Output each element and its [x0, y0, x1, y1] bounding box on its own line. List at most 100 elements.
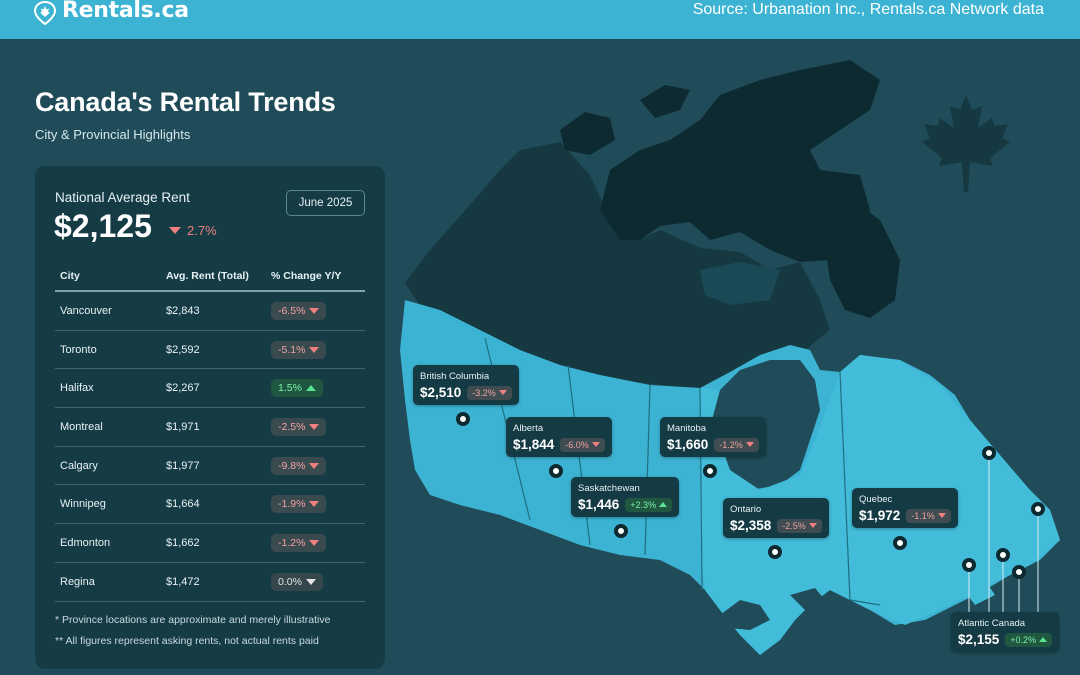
change-value: +2.3%	[630, 499, 657, 510]
cell-city: Calgary	[60, 459, 98, 472]
up-arrow-icon	[659, 502, 668, 507]
pin-quebec[interactable]	[893, 536, 907, 550]
change-value: -2.5%	[278, 420, 306, 433]
column-header-city: City	[60, 270, 80, 282]
change-value: -1.2%	[719, 439, 743, 450]
column-header-rent: Avg. Rent (Total)	[166, 270, 249, 282]
down-arrow-icon	[309, 462, 320, 469]
province-name: Alberta	[513, 423, 544, 434]
change-value: -9.8%	[278, 459, 306, 472]
province-name: Ontario	[730, 504, 762, 515]
brand-logo[interactable]: Rentals.ca	[34, 0, 189, 25]
cell-city: Winnipeg	[60, 498, 106, 511]
hudson-bay	[712, 360, 820, 490]
cell-city: Toronto	[60, 343, 97, 356]
date-selector[interactable]: June 2025	[286, 190, 365, 216]
city-table: City Avg. Rent (Total) % Change Y/Y Vanc…	[55, 262, 365, 602]
cell-change: -2.5%	[271, 417, 365, 436]
down-arrow-icon	[309, 539, 320, 546]
cell-city: Edmonton	[60, 536, 111, 549]
table-header: City Avg. Rent (Total) % Change Y/Y	[55, 262, 365, 292]
page-title: Canada's Rental Trends	[35, 87, 336, 117]
change-value: -1.2%	[278, 536, 306, 549]
cell-change: 0.0%	[271, 572, 365, 591]
national-label: National Average Rent	[55, 190, 190, 205]
cell-rent: $2,592	[166, 343, 200, 356]
down-arrow-icon	[937, 513, 946, 518]
territories-region	[405, 142, 830, 388]
cell-city: Montreal	[60, 420, 103, 433]
callout-british-columbia[interactable]: British Columbia $2,510 -3.2%	[413, 365, 519, 405]
national-change-value: 2.7%	[187, 223, 217, 238]
cell-rent: $1,662	[166, 536, 200, 549]
table-row: Halifax $2,267 1.5%	[55, 369, 365, 409]
change-value: -6.5%	[278, 304, 306, 317]
table-row: Regina $1,472 0.0%	[55, 563, 365, 602]
pin-atlantic-5[interactable]	[1012, 565, 1026, 579]
callout-saskatchewan[interactable]: Saskatchewan $1,446 +2.3%	[571, 477, 680, 517]
pin-british-columbia[interactable]	[456, 412, 470, 426]
cell-change: -5.1%	[271, 340, 365, 359]
change-value: +0.2%	[1010, 634, 1037, 645]
up-arrow-icon	[305, 385, 316, 392]
change-value: -6.0%	[565, 439, 589, 450]
cell-rent: $2,267	[166, 382, 200, 395]
down-arrow-icon	[309, 307, 320, 314]
change-badge: -1.9%	[271, 495, 327, 514]
cell-change: -1.2%	[271, 533, 365, 552]
down-arrow-icon	[591, 442, 600, 447]
change-badge: -2.5%	[271, 417, 327, 436]
change-value: -2.5%	[782, 520, 806, 531]
table-row: Vancouver $2,843 -6.5%	[55, 292, 365, 331]
change-badge: 0.0%	[271, 572, 323, 591]
national-value: $2,125	[54, 208, 152, 244]
province-price: $2,358	[730, 518, 772, 533]
source-text: Source: Urbanation Inc., Rentals.ca Netw…	[692, 1, 1044, 18]
cell-change: -1.9%	[271, 495, 365, 514]
callout-quebec[interactable]: Quebec $1,972 -1.1%	[852, 488, 958, 528]
change-badge: 1.5%	[271, 379, 323, 398]
arctic-islands	[600, 60, 880, 262]
province-price: $2,510	[420, 385, 462, 400]
map-pin-icon	[34, 0, 56, 25]
maple-leaf-icon	[922, 95, 1010, 192]
callout-alberta[interactable]: Alberta $1,844 -6.0%	[506, 417, 612, 457]
cell-change: -6.5%	[271, 301, 365, 320]
pin-alberta[interactable]	[549, 464, 563, 478]
pin-manitoba[interactable]	[703, 464, 717, 478]
cell-city: Vancouver	[60, 304, 112, 317]
change-value: -3.2%	[472, 387, 496, 398]
cell-rent: $2,843	[166, 304, 200, 317]
pin-ontario[interactable]	[768, 545, 782, 559]
down-arrow-icon	[305, 578, 316, 585]
pin-atlantic-4[interactable]	[996, 548, 1010, 562]
change-badge: -1.2%	[271, 533, 327, 552]
cell-rent: $1,472	[166, 575, 200, 588]
table-row: Winnipeg $1,664 -1.9%	[55, 485, 365, 525]
national-panel: National Average Rent $2,125 2.7% June 2…	[35, 166, 385, 669]
pin-atlantic-3[interactable]	[962, 558, 976, 572]
pin-atlantic-1[interactable]	[982, 446, 996, 460]
cell-city: Halifax	[60, 382, 94, 395]
down-arrow-icon	[808, 523, 817, 528]
change-badge: -1.2%	[714, 437, 759, 452]
down-arrow-icon	[498, 390, 507, 395]
province-price: $1,972	[859, 508, 901, 523]
change-value: -5.1%	[278, 343, 306, 356]
province-price: $1,660	[667, 437, 709, 452]
down-arrow-icon	[309, 423, 320, 430]
callout-manitoba[interactable]: Manitoba $1,660 -1.2%	[660, 417, 766, 457]
table-row: Edmonton $1,662 -1.2%	[55, 524, 365, 563]
down-arrow-icon	[309, 346, 320, 353]
callout-atlantic-canada[interactable]: Atlantic Canada $2,155 +0.2%	[951, 612, 1060, 652]
column-header-change: % Change Y/Y	[271, 270, 342, 282]
province-price: $1,844	[513, 437, 555, 452]
brand-name: Rentals.ca	[62, 0, 189, 23]
change-badge: +2.3%	[625, 497, 673, 512]
cell-change: 1.5%	[271, 379, 365, 398]
table-row: Montreal $1,971 -2.5%	[55, 408, 365, 447]
pin-saskatchewan[interactable]	[614, 524, 628, 538]
header-bar: Rentals.ca Source: Urbanation Inc., Rent…	[0, 0, 1080, 39]
pin-atlantic-2[interactable]	[1031, 502, 1045, 516]
callout-ontario[interactable]: Ontario $2,358 -2.5%	[723, 498, 829, 538]
